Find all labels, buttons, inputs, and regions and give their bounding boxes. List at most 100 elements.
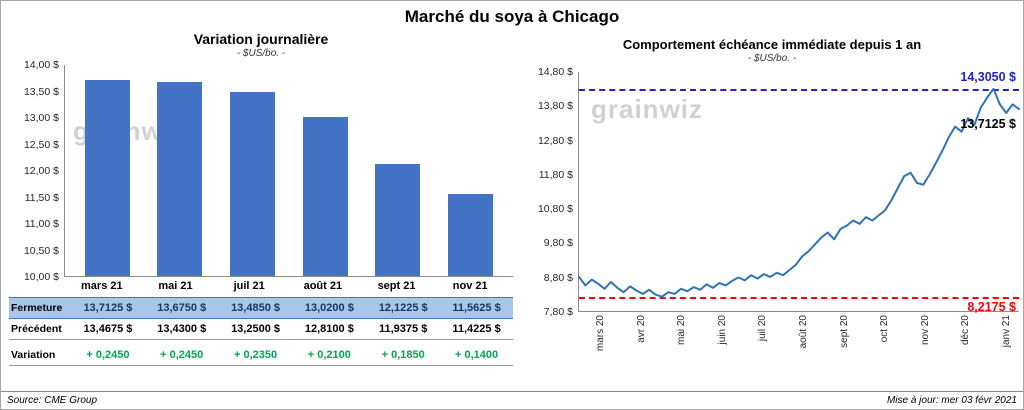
x-label-cell: oct 20 — [857, 312, 898, 362]
line-chart: 14,80 $ 13,80 $ 12,80 $ 11,80 $ 10,80 $ 9,80 … — [525, 67, 1020, 317]
line-series-svg — [578, 87, 1020, 298]
x-label-cell: mars 20 — [573, 312, 614, 362]
x-label-cell: juil 20 — [735, 312, 776, 362]
table-cell: 11,4225 $ — [440, 319, 513, 340]
table-cell: 13,4850 $ — [218, 297, 293, 319]
y-tick-label: 11,50 $ — [24, 191, 59, 204]
y-tick-label: 10,80 $ — [537, 203, 573, 216]
y-tick-label: 13,00 $ — [23, 112, 59, 124]
x-label-cell: avr 20 — [614, 312, 655, 362]
y-tick-label: 7,80 $ — [543, 305, 573, 318]
min-line-label: 8,2175 $ — [967, 299, 1016, 314]
x-label: août 20 — [798, 315, 810, 349]
bar-plot: grainwiz — [64, 65, 513, 277]
y-tick-label: 14,80 $ — [537, 66, 573, 78]
line-plot: grainwiz 14,3050 $ 13,7125 $ 8,2175 $ — [578, 69, 1020, 314]
right-chart-subtitle: - $US/bo. - — [747, 53, 797, 64]
x-label: sept 20 — [838, 315, 850, 348]
bars — [65, 65, 513, 276]
table-cell: 11,5625 $ — [440, 297, 513, 319]
y-tick-label: 8,80 $ — [543, 271, 573, 284]
price-table: Fermeture 13,7125 $13,6750 $13,4850 $13,0… — [9, 297, 513, 366]
x-label-cell: déc 20 — [938, 312, 979, 362]
bar — [157, 82, 203, 276]
x-label: juin 20 — [716, 315, 728, 345]
x-label-cell: sept 20 — [816, 312, 857, 362]
table-cell: 13,6750 $ — [144, 297, 219, 319]
category-label: nov 21 — [452, 280, 488, 292]
update-note: Mise à jour: mer 03 févr 2021 — [886, 395, 1017, 406]
table-row: Précédent 13,4675 $13,4300 $13,2500 $12,8… — [9, 319, 513, 340]
y-tick-label: 14,00 $ — [23, 59, 59, 71]
bar-chart: 14,00 $ 13,50 $ 13,00 $ 12,50 $ 12,00 $ 11,50… — [9, 60, 513, 282]
x-label: mai 20 — [676, 315, 688, 346]
x-label: oct 20 — [879, 315, 891, 343]
table-cell: + 0,2450 — [144, 340, 219, 366]
front-month-panel: Comportement échéance immédiate depuis 1… — [525, 37, 1020, 362]
last-value-label: 13,7125 $ — [960, 117, 1016, 132]
category-label: sept 21 — [377, 280, 416, 292]
x-label: déc 20 — [960, 315, 972, 346]
y-tick-label: 13,50 $ — [23, 85, 59, 98]
table-cell: 12,8100 $ — [292, 319, 367, 340]
x-label-cell: juin 20 — [695, 312, 736, 362]
x-label-row: mars 20 avr 20 mai 20 juin 20 juil 20 août 20… — [573, 312, 1019, 362]
y-tick-label: 13,80 $ — [537, 100, 573, 113]
table-cell: + 0,1400 — [440, 340, 513, 366]
table-cell: + 0,2350 — [218, 340, 293, 366]
x-label: juil 20 — [757, 315, 769, 342]
table-cell: 12,1225 $ — [366, 297, 441, 319]
x-label: mars 20 — [595, 315, 607, 352]
bar — [302, 116, 348, 276]
y-tick-label: 12,50 $ — [23, 138, 59, 151]
category-label: mars 21 — [81, 280, 123, 292]
page-title: Marché du soya à Chicago — [404, 7, 620, 26]
table-cell: 13,2500 $ — [218, 319, 293, 340]
y-tick-label: 10,00 $ — [23, 271, 59, 283]
table-cell: 13,4300 $ — [144, 319, 219, 340]
bar — [84, 80, 130, 276]
right-chart-title: Comportement échéance immédiate depuis 1… — [622, 37, 922, 52]
row-label: Fermeture — [9, 297, 71, 319]
row-label: Précédent — [9, 319, 71, 340]
x-label-cell: nov 20 — [897, 312, 938, 362]
y-tick-label: 12,80 $ — [537, 134, 573, 147]
max-line — [579, 88, 1019, 91]
table-cell: 13,0200 $ — [292, 297, 367, 319]
y-tick-label: 11,80 $ — [538, 168, 573, 181]
x-label-cell: août 20 — [776, 312, 817, 362]
left-chart-subtitle: - $US/bo. - — [236, 48, 286, 59]
table-cell: + 0,1850 — [366, 340, 441, 366]
y-tick-label: 9,80 $ — [543, 237, 573, 250]
footer: Source: CME Group Mise à jour: mer 03 fé… — [1, 391, 1023, 409]
daily-variation-panel: Variation journalière - $US/bo. - 14,00 … — [9, 31, 513, 366]
y-tick-label: 10,50 $ — [23, 244, 59, 257]
table-row: Variation + 0,2450 + 0,2450 + 0,2350 + 0,210… — [9, 340, 513, 366]
bar — [230, 92, 276, 276]
left-y-axis: 14,00 $ 13,50 $ 13,00 $ 12,50 $ 12,00 $ 11,50… — [9, 59, 64, 283]
left-chart-title: Variation journalière — [193, 31, 329, 47]
table-cell: + 0,2450 — [71, 340, 145, 366]
price-table-body: Fermeture 13,7125 $13,6750 $13,4850 $13,0… — [9, 297, 513, 366]
source-note: Source: CME Group — [7, 395, 98, 406]
category-label: juil 21 — [233, 280, 265, 292]
x-label: janv 21 — [1000, 315, 1012, 348]
bar — [375, 164, 421, 276]
min-line — [579, 296, 1019, 299]
max-line-label: 14,3050 $ — [960, 69, 1016, 84]
price-line — [578, 87, 1020, 298]
row-label: Variation — [9, 340, 71, 366]
table-cell: 13,7125 $ — [71, 297, 145, 319]
table-row: Fermeture 13,7125 $13,6750 $13,4850 $13,0… — [9, 297, 513, 319]
x-label: nov 20 — [919, 315, 931, 346]
y-tick-label: 11,00 $ — [24, 218, 59, 230]
table-cell: 13,4675 $ — [71, 319, 145, 340]
table-cell: 11,9375 $ — [366, 319, 441, 340]
category-row: mars 21 mai 21 juil 21 août 21 sept 21 nov 21 — [59, 280, 513, 292]
category-label: mai 21 — [158, 280, 193, 292]
bar — [448, 193, 494, 276]
table-cell: + 0,2100 — [292, 340, 367, 366]
x-label-cell: janv 21 — [978, 312, 1019, 362]
x-label: avr 20 — [635, 315, 647, 343]
